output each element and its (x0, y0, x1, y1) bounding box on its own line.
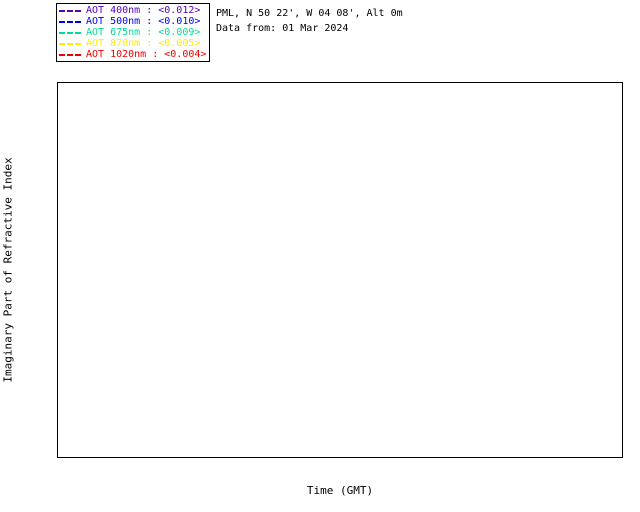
plot-area (58, 83, 622, 457)
legend-label: AOT 500nm : <0.010> (86, 15, 201, 27)
legend-swatch-icon (59, 53, 81, 56)
legend-item-aot-870nm[interactable]: AOT 870nm : <0.005> (59, 38, 206, 49)
x-axis-title: Time (GMT) (306, 484, 374, 497)
data-date-line: Data from: 01 Mar 2024 (216, 23, 349, 34)
y-axis-title: Imaginary Part of Refractive Index (1, 157, 15, 383)
legend-item-aot-1020nm[interactable]: AOT 1020nm : <0.004> (59, 49, 206, 60)
legend-label: AOT 870nm : <0.005> (86, 37, 201, 49)
legend-swatch-icon (59, 9, 81, 12)
plot-frame (57, 82, 623, 458)
legend-label: AOT 400nm : <0.012> (86, 4, 201, 16)
legend-swatch-icon (59, 42, 81, 45)
legend-item-aot-500nm[interactable]: AOT 500nm : <0.010> (59, 16, 206, 27)
site-location-line: PML, N 50 22', W 04 08', Alt 0m (216, 8, 403, 19)
legend: AOT 400nm : <0.012> AOT 500nm : <0.010> AO… (56, 3, 211, 62)
legend-label: AOT 675nm : <0.009> (86, 26, 201, 38)
legend-label: AOT 1020nm : <0.004> (86, 48, 207, 60)
chart-canvas (58, 83, 622, 457)
legend-item-aot-675nm[interactable]: AOT 675nm : <0.009> (59, 27, 206, 38)
legend-swatch-icon (59, 31, 81, 34)
legend-item-aot-400nm[interactable]: AOT 400nm : <0.012> (59, 5, 206, 16)
legend-swatch-icon (59, 20, 81, 23)
plot-title-block: PML, N 50 22', W 04 08', Alt 0m Data fro… (216, 6, 403, 36)
